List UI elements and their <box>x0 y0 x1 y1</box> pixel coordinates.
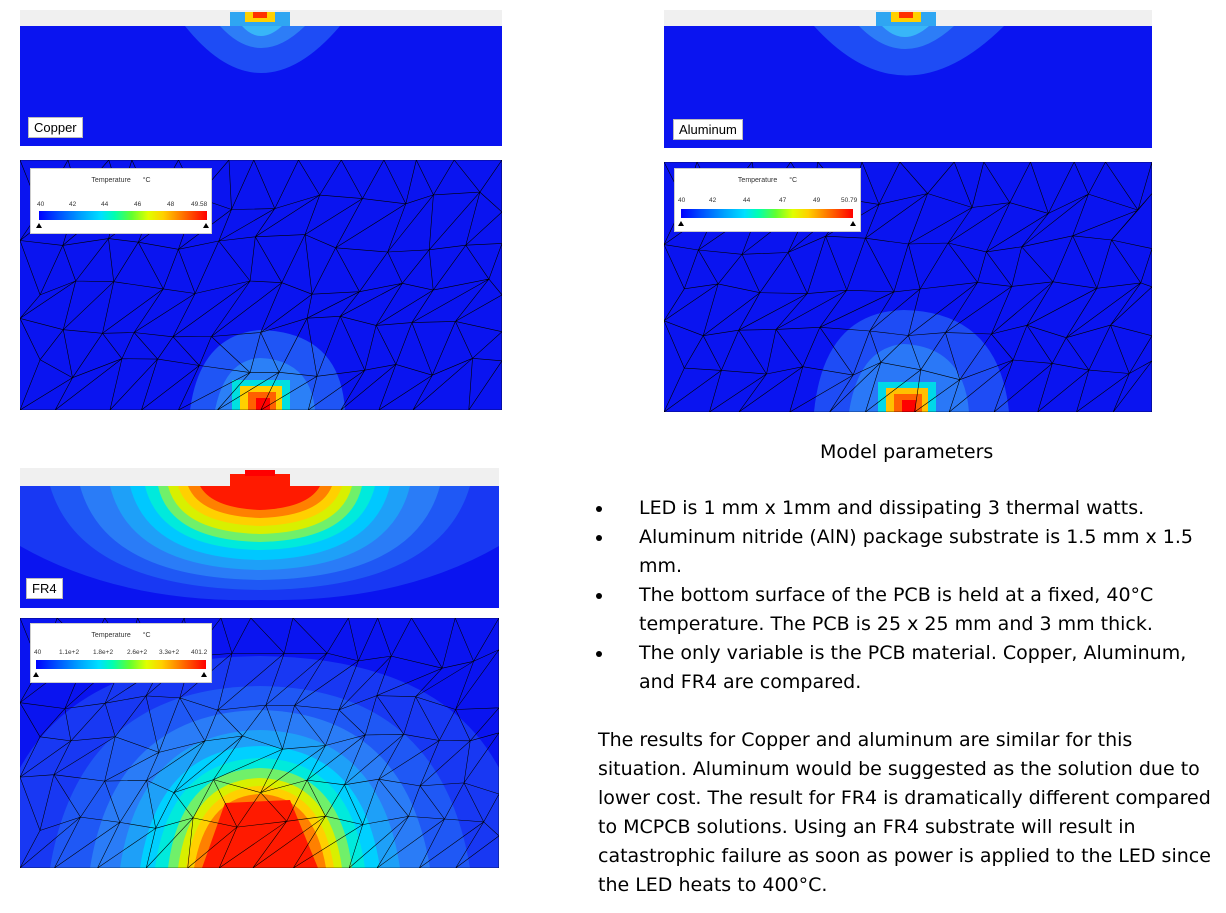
legend-tick: 40 <box>34 649 42 656</box>
material-label-aluminum: Aluminum <box>673 119 743 140</box>
mesh-grid <box>20 618 499 868</box>
legend-color-bar <box>39 211 207 220</box>
legend-min-handle[interactable] <box>678 221 684 226</box>
material-label-fr4: FR4 <box>26 578 63 599</box>
legend-tick: 3.3e+2 <box>159 649 180 656</box>
legend-tick: 42 <box>69 201 77 208</box>
legend-tick: 47 <box>779 197 787 204</box>
fr4-top-view: FR4 <box>20 468 499 608</box>
legend-title: Temperature <box>737 177 778 184</box>
legend-tick: 48 <box>167 201 175 208</box>
legend-max-handle[interactable] <box>201 672 207 677</box>
bullet-icon <box>596 651 602 657</box>
temperature-legend-aluminum: Temperature °C 40 42 44 47 49 50.79 <box>674 168 861 232</box>
legend-tick: 2.6e+2 <box>127 649 148 656</box>
legend-unit: °C <box>142 177 151 184</box>
mesh-grid <box>664 162 1152 412</box>
legend-unit: °C <box>789 177 798 184</box>
section-heading: Model parameters <box>820 441 994 463</box>
material-label-copper: Copper <box>28 117 83 138</box>
list-item-text: LED is 1 mm x 1mm and dissipating 3 ther… <box>639 497 1145 519</box>
list-item-text: The only variable is the PCB material. C… <box>639 642 1187 693</box>
legend-tick: 40 <box>678 197 686 204</box>
list-item-text: The bottom surface of the PCB is held at… <box>639 584 1154 635</box>
temperature-legend-fr4: Temperature °C 40 1.1e+2 1.8e+2 2.6e+2 3.… <box>30 623 212 683</box>
legend-tick: 50.79 <box>841 197 858 204</box>
legend-min-handle[interactable] <box>36 223 42 228</box>
legend-tick: 1.1e+2 <box>59 649 80 656</box>
legend-tick: 40 <box>37 201 45 208</box>
copper-mesh-view: Temperature °C 40 42 44 46 48 49.58 <box>20 160 502 410</box>
list-item: LED is 1 mm x 1mm and dissipating 3 ther… <box>590 494 1210 523</box>
bullet-icon <box>596 506 602 512</box>
legend-color-bar <box>681 209 853 218</box>
legend-tick: 49.58 <box>191 201 208 208</box>
legend-unit: °C <box>142 632 151 639</box>
legend-tick: 46 <box>134 201 142 208</box>
legend-tick: 44 <box>101 201 109 208</box>
mesh-grid <box>20 160 502 410</box>
legend-min-handle[interactable] <box>33 672 39 677</box>
bullet-icon <box>596 535 602 541</box>
legend-title: Temperature <box>91 177 131 184</box>
legend-title: Temperature <box>91 632 131 639</box>
results-summary: The results for Copper and aluminum are … <box>598 729 1211 896</box>
list-item: Aluminum nitride (AlN) package substrate… <box>590 523 1210 581</box>
legend-tick: 44 <box>743 197 751 204</box>
aluminum-mesh-view: Temperature °C 40 42 44 47 49 50.79 <box>664 162 1152 412</box>
temperature-legend-copper: Temperature °C 40 42 44 46 48 49.58 <box>30 168 212 234</box>
legend-tick: 49 <box>813 197 821 204</box>
bullet-icon <box>596 593 602 599</box>
list-item: The bottom surface of the PCB is held at… <box>590 581 1210 639</box>
legend-max-handle[interactable] <box>203 223 209 228</box>
list-item: The only variable is the PCB material. C… <box>590 639 1210 697</box>
copper-top-view: Copper <box>20 10 502 146</box>
legend-max-handle[interactable] <box>850 221 856 226</box>
fr4-mesh-view: Temperature °C 40 1.1e+2 1.8e+2 2.6e+2 3.… <box>20 618 499 868</box>
legend-color-bar <box>36 660 206 669</box>
list-item-text: Aluminum nitride (AlN) package substrate… <box>639 526 1194 577</box>
aluminum-top-view: Aluminum <box>664 10 1152 148</box>
legend-tick: 401.2 <box>191 649 208 656</box>
legend-tick: 42 <box>709 197 717 204</box>
legend-tick: 1.8e+2 <box>93 649 114 656</box>
parameter-list: LED is 1 mm x 1mm and dissipating 3 ther… <box>590 494 1210 697</box>
